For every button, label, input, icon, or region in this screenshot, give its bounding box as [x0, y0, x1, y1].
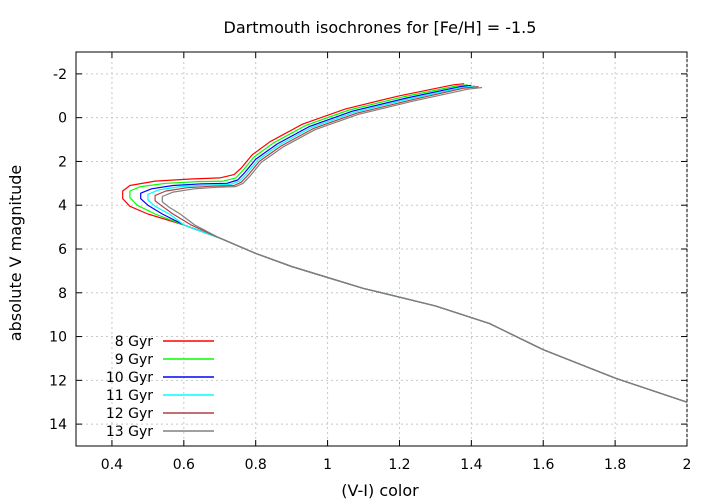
legend: 8 Gyr 9 Gyr 10 Gyr 11 Gyr 12 Gyr 13 Gyr	[106, 334, 214, 440]
y-tick-label: 4	[58, 198, 67, 214]
y-tick-label: 14	[49, 417, 67, 433]
y-axis-label: absolute V magnitude	[6, 165, 25, 341]
x-tick-label: 1.2	[388, 457, 410, 473]
x-tick-label: 2	[683, 457, 692, 473]
y-tick-label: -2	[53, 67, 67, 83]
series-line	[140, 84, 688, 403]
y-tick-label: 6	[58, 242, 67, 258]
y-tick-label: 12	[49, 373, 67, 389]
y-tick-label: 10	[49, 330, 67, 346]
series-line	[129, 84, 688, 403]
series-line	[147, 85, 688, 403]
x-tick-label: 1.6	[532, 457, 554, 473]
y-tick-label: 2	[58, 154, 67, 170]
y-tick-label: 0	[58, 111, 67, 127]
legend-label: 11 Gyr	[106, 388, 153, 404]
y-tick-label: 8	[58, 286, 67, 302]
y-tick-labels: -2 0 2 4 6 8 10 12 14	[49, 67, 67, 433]
legend-label: 12 Gyr	[106, 406, 153, 422]
x-tick-label: 1.8	[604, 457, 626, 473]
x-tick-label: 1.4	[460, 457, 482, 473]
x-tick-label: 0.8	[245, 457, 267, 473]
chart-title: Dartmouth isochrones for [Fe/H] = -1.5	[224, 18, 537, 37]
legend-label: 8 Gyr	[115, 334, 153, 350]
series-line	[161, 86, 688, 403]
ticks	[76, 52, 688, 446]
grid	[76, 52, 688, 446]
legend-label: 13 Gyr	[106, 424, 153, 440]
legend-label: 10 Gyr	[106, 370, 153, 386]
x-tick-label: 0.4	[101, 457, 123, 473]
series-group	[122, 83, 688, 403]
x-tick-label: 0.6	[173, 457, 195, 473]
x-tick-labels: 0.4 0.6 0.8 1 1.2 1.4 1.6 1.8 2	[101, 457, 692, 473]
legend-label: 9 Gyr	[115, 352, 153, 368]
x-axis-label: (V-I) color	[341, 481, 419, 500]
series-line	[122, 83, 688, 403]
x-tick-label: 1	[323, 457, 332, 473]
